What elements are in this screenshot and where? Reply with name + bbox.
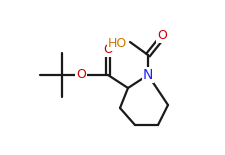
Text: HO: HO <box>107 38 126 51</box>
Text: N: N <box>142 68 153 82</box>
Text: O: O <box>76 69 86 82</box>
Text: O: O <box>103 44 112 57</box>
Text: O: O <box>156 29 166 42</box>
